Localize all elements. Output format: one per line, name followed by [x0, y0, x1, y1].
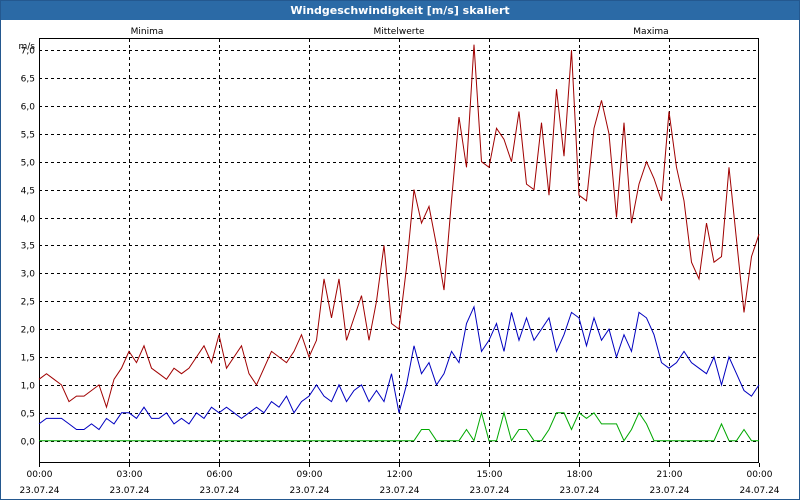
x-tick-date: 23.07.24 [379, 486, 419, 496]
x-tick-time: 12:00 [387, 470, 413, 480]
y-tick-label: 3,5 [21, 242, 35, 252]
y-tick-label: 7,0 [21, 47, 36, 57]
y-tick-label: 6,0 [21, 103, 36, 113]
series-line-mittelwerte [38, 305, 760, 431]
x-tick-time: 15:00 [477, 470, 503, 480]
y-tick-label: 2,0 [21, 326, 36, 336]
x-tick-time: 06:00 [207, 470, 233, 480]
x-tick-date: 23.07.24 [109, 486, 149, 496]
legend-minima: Minima [131, 27, 164, 37]
plot-frame [39, 38, 759, 463]
x-tick-date: 23.07.24 [649, 486, 689, 496]
chart-title: Windgeschwindigkeit [m/s] skaliert [290, 4, 510, 17]
y-tick-label: 2,5 [21, 298, 35, 308]
y-tick-label: 6,5 [21, 75, 35, 85]
legend-maxima: Maxima [633, 27, 668, 37]
axis-labels: 0,0 0,5 1,0 1,5 2,0 2,5 3,0 3,5 4,0 4,5 5,0 5,5 6,0 6… [19, 27, 780, 496]
x-tick-date: 24.07.24 [739, 486, 779, 496]
x-tick-time: 18:00 [567, 470, 593, 480]
x-tick-date: 23.07.24 [199, 486, 239, 496]
grid-lines [39, 39, 759, 463]
y-tick-label: 1,5 [21, 354, 35, 364]
series-line-minima [39, 410, 759, 442]
axes [39, 38, 760, 467]
y-tick-label: 1,0 [21, 382, 36, 392]
y-tick-label: 5,0 [21, 159, 36, 169]
title-bar: Windgeschwindigkeit [m/s] skaliert [1, 1, 799, 20]
y-tick-label: 3,0 [21, 270, 36, 280]
y-tick-label: 4,5 [21, 187, 35, 197]
data-series [38, 44, 760, 442]
y-tick-label: 4,0 [21, 215, 36, 225]
x-tick-time: 00:00 [27, 470, 53, 480]
x-tick-date: 23.07.24 [469, 486, 509, 496]
x-tick-time: 03:00 [117, 470, 143, 480]
y-tick-label: 0,0 [21, 438, 36, 448]
x-tick-time: 09:00 [297, 470, 323, 480]
legend-mittelwerte: Mittelwerte [373, 27, 424, 37]
series-line-maxima [38, 44, 760, 409]
x-tick-date: 23.07.24 [289, 486, 329, 496]
x-tick-date: 23.07.24 [19, 486, 59, 496]
x-tick-time: 00:00 [747, 470, 773, 480]
y-axis-unit: m/s [19, 42, 36, 52]
x-tick-date: 23.07.24 [559, 486, 599, 496]
y-tick-label: 0,5 [21, 410, 35, 420]
x-tick-time: 21:00 [657, 470, 683, 480]
y-tick-label: 5,5 [21, 131, 35, 141]
